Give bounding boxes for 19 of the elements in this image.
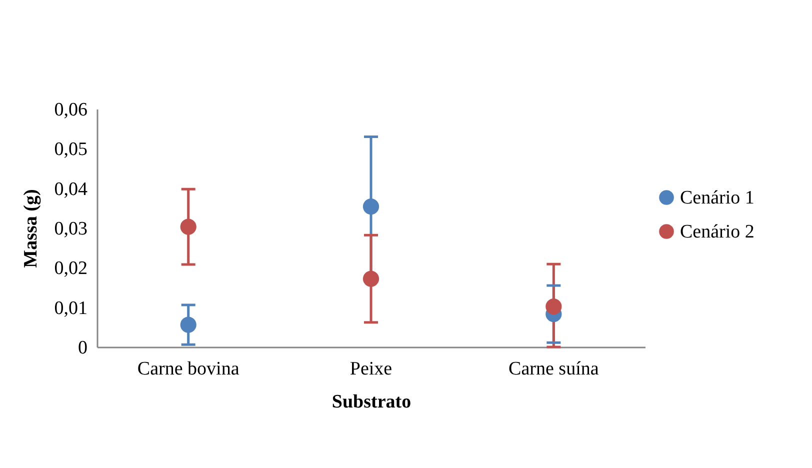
y-tick-label: 0,05 [54,139,88,160]
y-tick-label: 0,06 [54,100,88,120]
point [546,298,562,315]
y-tick-label: 0 [78,338,88,358]
legend-label: Cenário 2 [680,222,754,242]
x-tick-label: Carne suína [508,358,600,380]
x-tick-label: Carne bovina [137,358,240,380]
legend-label: Cenário 1 [680,188,754,208]
point [180,218,196,235]
x-tick-label: Peixe [350,358,392,380]
y-tick-label: 0,04 [54,178,88,200]
point [362,270,380,287]
y-tick-label: 0,03 [54,218,88,240]
y-tick-label: 0,02 [54,258,88,280]
y-axis-title: Massa (g) [20,189,42,268]
x-axis-title: Substrato [332,392,412,412]
point [180,316,196,333]
point [362,198,380,215]
y-tick-label: 0,01 [54,298,88,319]
